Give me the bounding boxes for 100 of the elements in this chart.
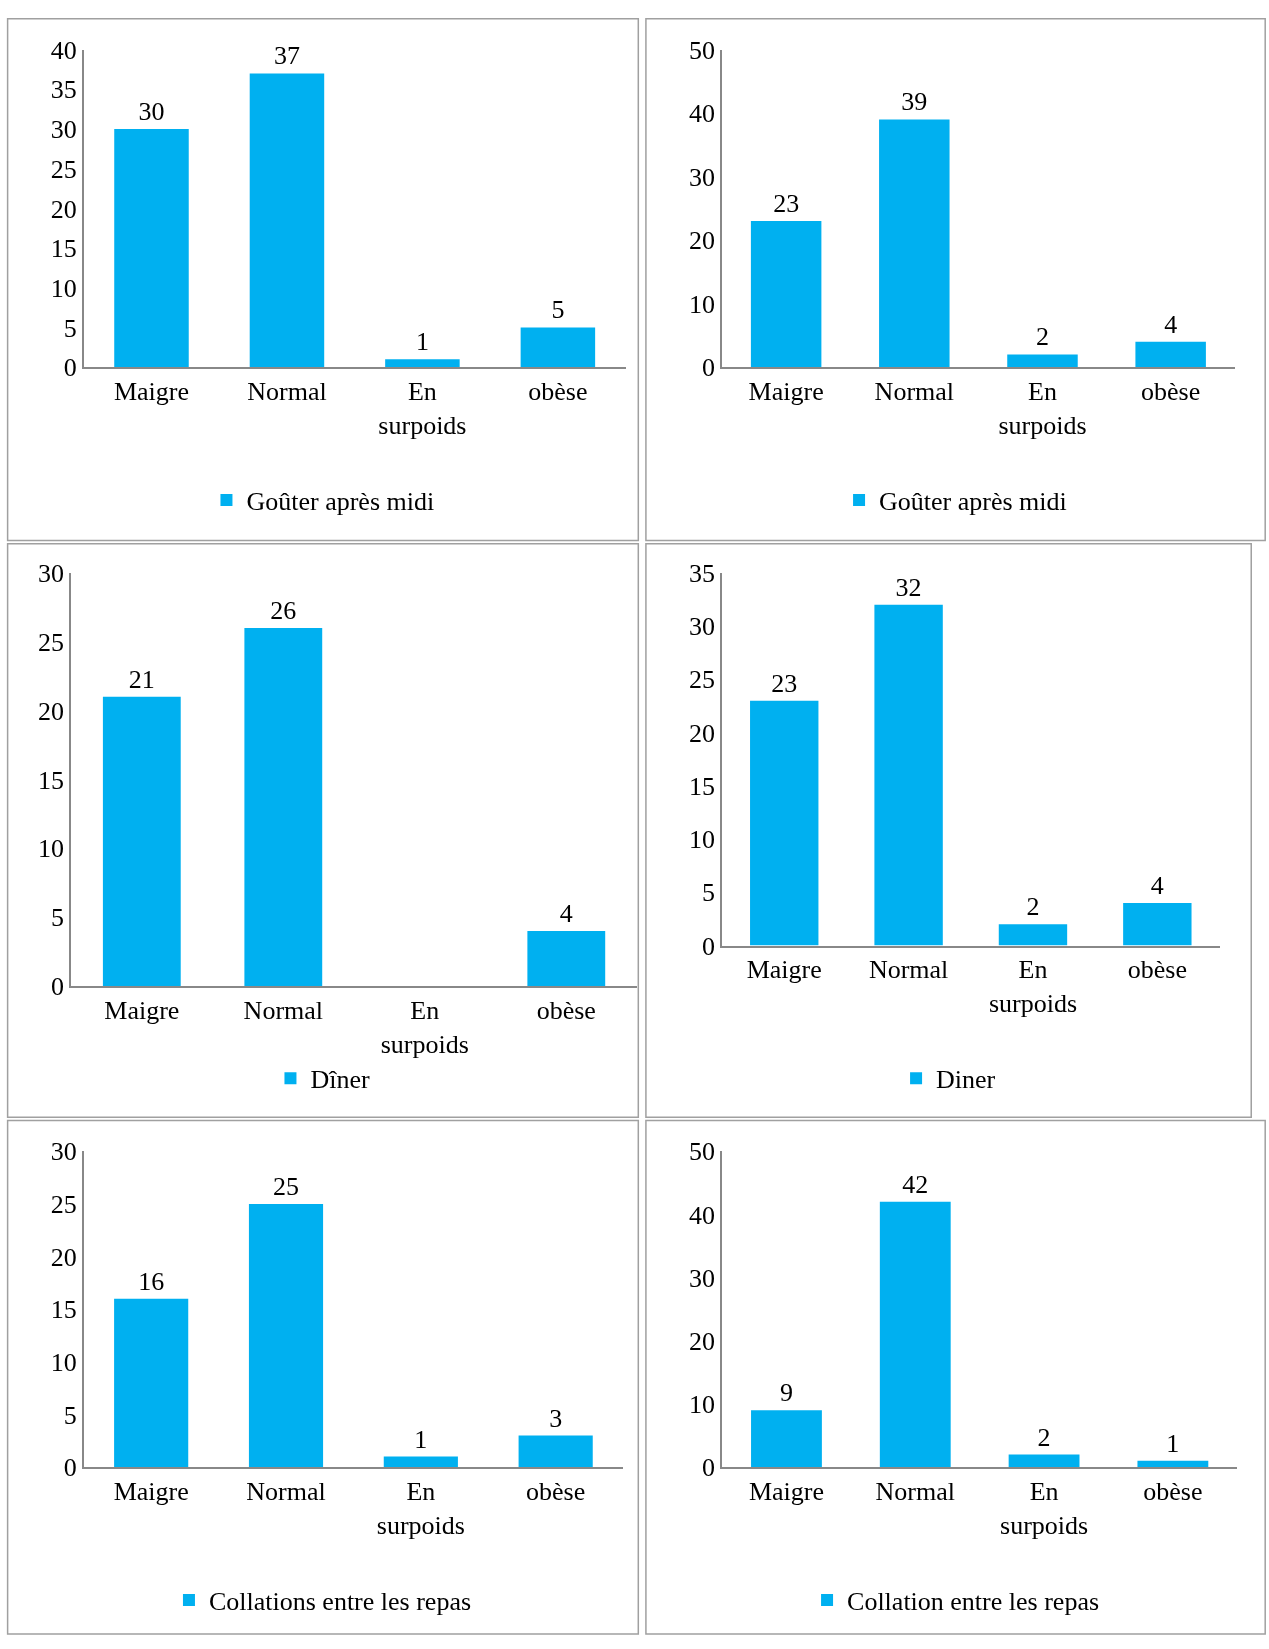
y-tick-label: 30 xyxy=(689,612,716,642)
bar xyxy=(1137,1460,1209,1468)
x-tick-label: Maigre xyxy=(748,1477,825,1507)
x-tick-label: Maigre xyxy=(748,377,824,407)
y-tick-label: 50 xyxy=(689,1137,716,1167)
x-tick-label: Maigre xyxy=(746,955,822,985)
y-tick-label: 50 xyxy=(689,35,716,65)
data-label: 26 xyxy=(270,595,297,625)
data-label: 2 xyxy=(1026,892,1040,922)
data-label: 4 xyxy=(559,898,573,928)
data-label: 4 xyxy=(1150,870,1164,900)
y-tick-label: 20 xyxy=(689,1326,716,1356)
data-label: 32 xyxy=(895,572,922,602)
x-tick-label: obèse xyxy=(536,995,596,1025)
data-label: 1 xyxy=(415,327,429,357)
data-label: 39 xyxy=(901,87,928,117)
y-tick-label: 30 xyxy=(689,1263,716,1293)
bar xyxy=(879,119,950,368)
bar xyxy=(1135,341,1206,368)
x-tick-label: Normal xyxy=(874,377,955,407)
data-label: 1 xyxy=(1166,1428,1180,1458)
data-label: 9 xyxy=(779,1378,793,1408)
bar xyxy=(1007,354,1078,368)
data-label: 5 xyxy=(551,295,565,325)
y-tick-label: 20 xyxy=(50,1242,77,1272)
legend-label: Collations entre les repas xyxy=(208,1587,472,1617)
y-tick-label: 20 xyxy=(50,194,77,224)
data-label: 37 xyxy=(273,41,300,71)
x-tick-label: obèse xyxy=(1143,1477,1203,1507)
bar xyxy=(383,1456,458,1468)
data-label: 3 xyxy=(549,1403,563,1433)
x-tick-label: En surpoids xyxy=(1000,1477,1089,1540)
data-label: 2 xyxy=(1037,1422,1051,1452)
y-tick-label: 25 xyxy=(689,665,716,695)
y-tick-label: 40 xyxy=(689,99,716,129)
bar xyxy=(520,327,596,368)
legend-label: Diner xyxy=(936,1065,996,1095)
data-label: 2 xyxy=(1035,322,1049,352)
bar xyxy=(751,1410,822,1468)
y-tick-label: 35 xyxy=(50,75,77,105)
y-tick-label: 30 xyxy=(38,559,65,588)
y-tick-label: 10 xyxy=(689,289,716,319)
y-tick-label: 15 xyxy=(38,765,65,795)
y-tick-label: 20 xyxy=(689,226,716,256)
y-tick-label: 30 xyxy=(50,1137,77,1167)
legend-label: Collation entre les repas xyxy=(847,1587,1100,1617)
y-tick-label: 10 xyxy=(50,273,77,303)
y-tick-label: 25 xyxy=(50,1189,77,1219)
y-tick-label: 40 xyxy=(689,1200,716,1230)
bar xyxy=(114,129,189,368)
y-tick-label: 25 xyxy=(38,627,65,657)
legend-label: Goûter après midi xyxy=(246,487,435,517)
x-tick-label: obèse xyxy=(1141,377,1201,407)
y-tick-label: 30 xyxy=(689,162,716,192)
x-tick-label: obèse xyxy=(1127,955,1187,985)
data-label: 21 xyxy=(128,664,155,694)
x-tick-label: Maigre xyxy=(104,995,180,1025)
y-tick-label: 40 xyxy=(50,35,77,65)
y-tick-label: 15 xyxy=(50,234,77,264)
data-label: 23 xyxy=(773,189,800,219)
data-label: 23 xyxy=(771,668,798,698)
bar xyxy=(102,696,181,986)
x-tick-label: Maigre xyxy=(113,377,190,407)
bar xyxy=(1008,1454,1080,1468)
y-tick-label: 0 xyxy=(702,1453,716,1483)
data-label: 30 xyxy=(138,97,165,127)
bar xyxy=(750,221,822,368)
y-tick-label: 0 xyxy=(702,353,716,383)
bar xyxy=(874,604,943,946)
data-label: 42 xyxy=(902,1169,929,1199)
legend-label: Dîner xyxy=(310,1065,370,1095)
bar xyxy=(879,1201,951,1468)
bar xyxy=(750,700,819,946)
y-tick-label: 5 xyxy=(63,1400,77,1430)
bar xyxy=(114,1298,189,1468)
x-tick-label: Normal xyxy=(243,995,324,1025)
x-tick-label: En surpoids xyxy=(998,377,1087,440)
bar xyxy=(1123,902,1192,946)
y-tick-label: 0 xyxy=(63,353,77,383)
y-tick-label: 0 xyxy=(63,1453,77,1483)
data-label: 16 xyxy=(138,1266,165,1296)
x-tick-label: En surpoids xyxy=(378,377,467,440)
y-tick-label: 35 xyxy=(689,559,716,588)
x-tick-label: En surpoids xyxy=(380,995,469,1059)
y-tick-label: 25 xyxy=(50,154,77,184)
x-tick-label: Maigre xyxy=(113,1477,189,1507)
bar xyxy=(249,73,325,368)
y-tick-label: 15 xyxy=(50,1295,77,1325)
bar xyxy=(518,1435,593,1468)
y-tick-label: 0 xyxy=(702,931,716,961)
y-tick-label: 5 xyxy=(702,878,716,908)
legend-label: Goûter après midi xyxy=(879,487,1067,517)
y-tick-label: 0 xyxy=(51,972,65,1002)
y-tick-label: 10 xyxy=(50,1347,77,1377)
y-tick-label: 15 xyxy=(689,771,716,801)
x-tick-label: Normal xyxy=(247,377,327,407)
y-tick-label: 20 xyxy=(689,718,716,748)
bar xyxy=(998,924,1068,946)
x-tick-label: En surpoids xyxy=(376,1477,465,1540)
y-tick-label: 10 xyxy=(689,1390,716,1420)
